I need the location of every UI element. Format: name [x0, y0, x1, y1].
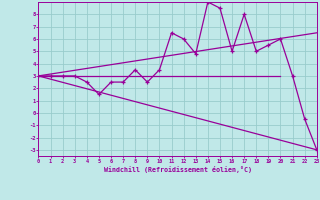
X-axis label: Windchill (Refroidissement éolien,°C): Windchill (Refroidissement éolien,°C): [104, 166, 252, 173]
